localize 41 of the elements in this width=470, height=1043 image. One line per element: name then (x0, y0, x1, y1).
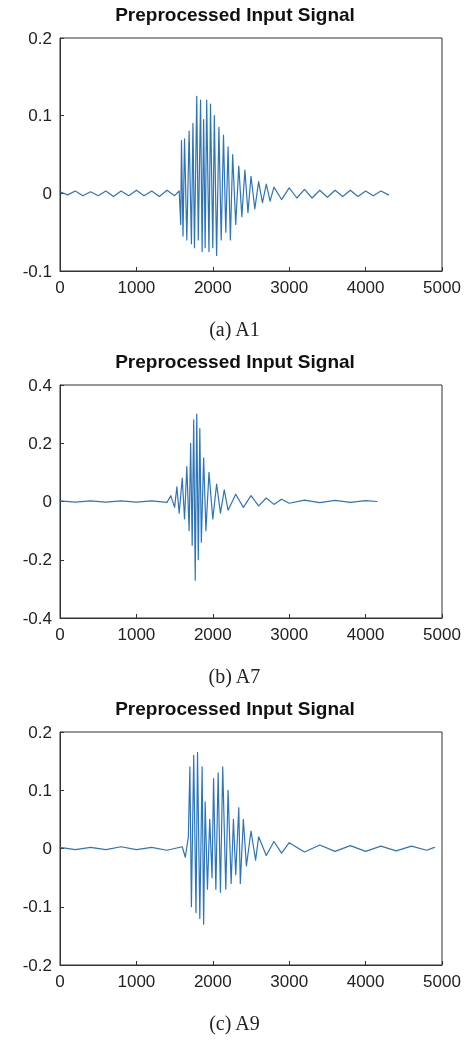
y-tick-label: -0.1 (22, 261, 52, 281)
x-tick-label: 3000 (270, 625, 309, 644)
y-tick-label: 0.4 (28, 375, 52, 395)
x-tick-label: 2000 (193, 972, 232, 991)
x-tick-label: 2000 (193, 625, 232, 644)
y-tick-label: 0.2 (28, 433, 52, 453)
y-tick-label: 0.1 (28, 106, 52, 126)
x-tick-label: 5000 (423, 625, 461, 644)
y-tick-label: -0.2 (22, 955, 52, 975)
x-tick-label: 5000 (423, 278, 461, 297)
y-tick-label: -0.1 (22, 897, 52, 917)
chart-title: Preprocessed Input Signal (115, 351, 355, 372)
x-tick-label: 4000 (346, 278, 385, 297)
y-tick-label: -0.4 (22, 608, 52, 628)
text: (a) A1 (209, 318, 260, 341)
x-tick-label: 4000 (346, 972, 385, 991)
x-tick-label: 0 (55, 278, 65, 297)
y-tick-label: 0 (42, 839, 52, 858)
y-tick-label: 0 (42, 183, 52, 203)
x-tick-label: 2000 (193, 278, 232, 297)
y-tick-label: 0.2 (28, 722, 52, 742)
line-series (59, 413, 378, 581)
x-tick-label: 0 (55, 625, 65, 644)
x-tick-label: 0 (55, 972, 65, 991)
y-tick-label: -0.2 (22, 550, 52, 570)
x-tick-label: 4000 (346, 625, 385, 644)
line-series (59, 751, 435, 925)
y-tick-label: 0 (42, 492, 52, 511)
y-tick-label: 0.1 (28, 780, 52, 800)
text: (c) A9 (209, 1012, 260, 1035)
line-series (59, 95, 390, 257)
text: (b) A7 (208, 665, 261, 688)
chart-title: Preprocessed Input Signal (115, 698, 355, 719)
x-tick-label: 1000 (117, 972, 156, 991)
y-tick-label: 0.2 (28, 28, 52, 48)
chart-title: Preprocessed Input Signal (115, 4, 355, 25)
x-tick-label: 1000 (117, 278, 156, 297)
x-tick-label: 3000 (270, 278, 309, 297)
x-tick-label: 1000 (117, 625, 156, 644)
x-tick-label: 3000 (270, 972, 309, 991)
x-tick-label: 5000 (423, 972, 461, 991)
